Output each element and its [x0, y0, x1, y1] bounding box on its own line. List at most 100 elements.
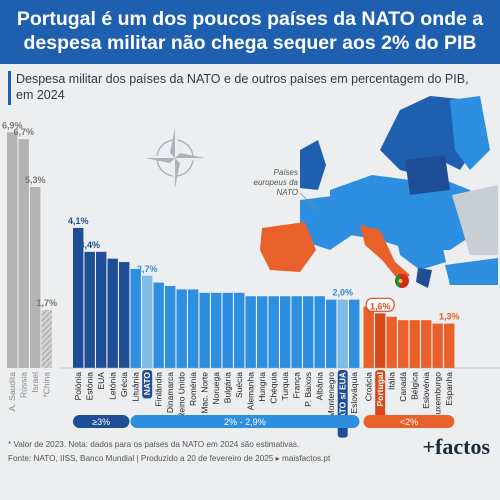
bar-data-label: 2,0%	[332, 288, 353, 298]
bar	[176, 289, 187, 368]
bar	[96, 251, 107, 368]
category-label: Alemanha	[246, 372, 256, 411]
portugal-label-pill	[365, 297, 395, 312]
bar	[222, 292, 233, 368]
bar	[326, 299, 337, 368]
group-label: 2% - 2,9%	[224, 417, 266, 427]
data-labels-layer: 6,9%6,7% 5,3% 1,7% 4,1% 3,4% 2,7% 2,0% 1,6% 1,3%	[2, 120, 460, 321]
bar	[268, 296, 279, 368]
map-balkans	[395, 232, 446, 270]
group-pill	[363, 415, 455, 428]
category-label: Hungria	[257, 372, 267, 402]
category-label: Bélgica	[410, 372, 420, 400]
bar	[444, 323, 455, 368]
bar-data-label: 2,7%	[137, 264, 158, 274]
category-label: Croácia	[364, 372, 374, 402]
footnote: * Valor de 2023. Nota: dados para os paí…	[8, 440, 300, 449]
bar	[337, 299, 348, 368]
category-label: Chéquia	[269, 372, 279, 404]
bar	[257, 296, 268, 368]
map-label: Países europeus da NATO	[253, 168, 298, 197]
bar	[84, 251, 95, 368]
bar	[142, 275, 153, 368]
bar	[119, 262, 130, 368]
bar	[363, 306, 374, 368]
bar-data-label: 4,1%	[68, 216, 89, 226]
map-finland	[450, 96, 490, 170]
bar-data-label: 3,4%	[79, 240, 100, 250]
bar	[421, 320, 432, 368]
map-pointer	[299, 192, 319, 211]
category-label: Eslováquia	[349, 372, 359, 414]
page-title: Portugal é um dos poucos países da NATO …	[0, 0, 500, 64]
group-label: ≥3%	[92, 417, 110, 427]
bar	[7, 132, 18, 368]
category-label: *China	[42, 372, 52, 398]
bar-data-label: 6,9%	[2, 120, 23, 130]
bars-layer	[7, 132, 500, 369]
bar	[165, 286, 176, 368]
bar	[398, 320, 409, 368]
category-label: Noruega	[211, 372, 221, 405]
category-label: Letónia	[108, 372, 118, 400]
bar	[432, 323, 443, 368]
bar	[130, 268, 141, 368]
category-label: Espanha	[444, 372, 454, 406]
bar	[375, 313, 386, 368]
bar	[349, 299, 360, 368]
category-highlight	[142, 370, 153, 399]
bar	[188, 289, 199, 368]
group-pill	[73, 415, 130, 428]
bar	[280, 296, 291, 368]
subtitle-accent-bar	[8, 71, 11, 105]
bar	[41, 309, 52, 368]
bar	[107, 258, 118, 368]
bar	[211, 292, 222, 368]
map-iberia	[260, 222, 316, 272]
brand-logo: +factos	[422, 434, 490, 459]
nato-star-icon	[145, 128, 205, 188]
category-label: França	[292, 372, 302, 399]
bar	[153, 282, 164, 368]
category-labels-layer: A. Saudita Rússia Israel *China Polónia Estón…	[7, 370, 454, 438]
group-legend-layer: ≥3% 2% - 2,9% <2%	[73, 415, 455, 428]
category-label: Dinamarca	[165, 372, 175, 413]
category-label: NATO	[142, 372, 152, 396]
bar-data-label: 1,6%	[370, 301, 391, 311]
category-label: Suécia	[234, 372, 244, 398]
category-label: A. Saudita	[7, 372, 17, 411]
category-label: NATO s/ EUA	[338, 372, 348, 425]
category-label: Finlândia	[154, 372, 164, 407]
map-east	[452, 185, 498, 255]
bar-data-label: 1,3%	[439, 312, 460, 322]
bar	[234, 292, 245, 368]
category-highlight	[375, 370, 386, 421]
bar-data-label: 1,7%	[36, 298, 57, 308]
category-label: Reino Unido	[177, 372, 187, 419]
bar	[73, 227, 84, 368]
category-label: Israel	[30, 372, 40, 393]
category-label: Portugal	[375, 372, 385, 406]
category-label: Polónia	[73, 372, 83, 401]
category-label: Rússia	[19, 372, 29, 398]
bar	[303, 296, 314, 368]
page-subtitle: Despesa militar dos países da NATO e de …	[16, 72, 469, 102]
category-label: Mac. Norte	[200, 372, 210, 414]
category-label: Eslovénia	[421, 372, 431, 409]
category-label: Turquia	[280, 372, 290, 401]
bar-data-label: 6,7%	[13, 127, 34, 137]
bar	[199, 292, 210, 368]
category-label: Estónia	[85, 372, 95, 401]
map-turkey	[445, 258, 498, 285]
map-italy	[360, 225, 410, 282]
group-label: <2%	[400, 417, 418, 427]
category-label: EUA	[96, 372, 106, 390]
bar	[291, 296, 302, 368]
source-note: Fonte: NATO, IISS, Banco Mundial | Produ…	[8, 454, 331, 463]
bar-data-label: 5,3%	[25, 175, 46, 185]
bar	[18, 139, 29, 368]
europe-map	[260, 96, 498, 288]
bar	[409, 320, 420, 368]
map-france	[300, 195, 352, 250]
